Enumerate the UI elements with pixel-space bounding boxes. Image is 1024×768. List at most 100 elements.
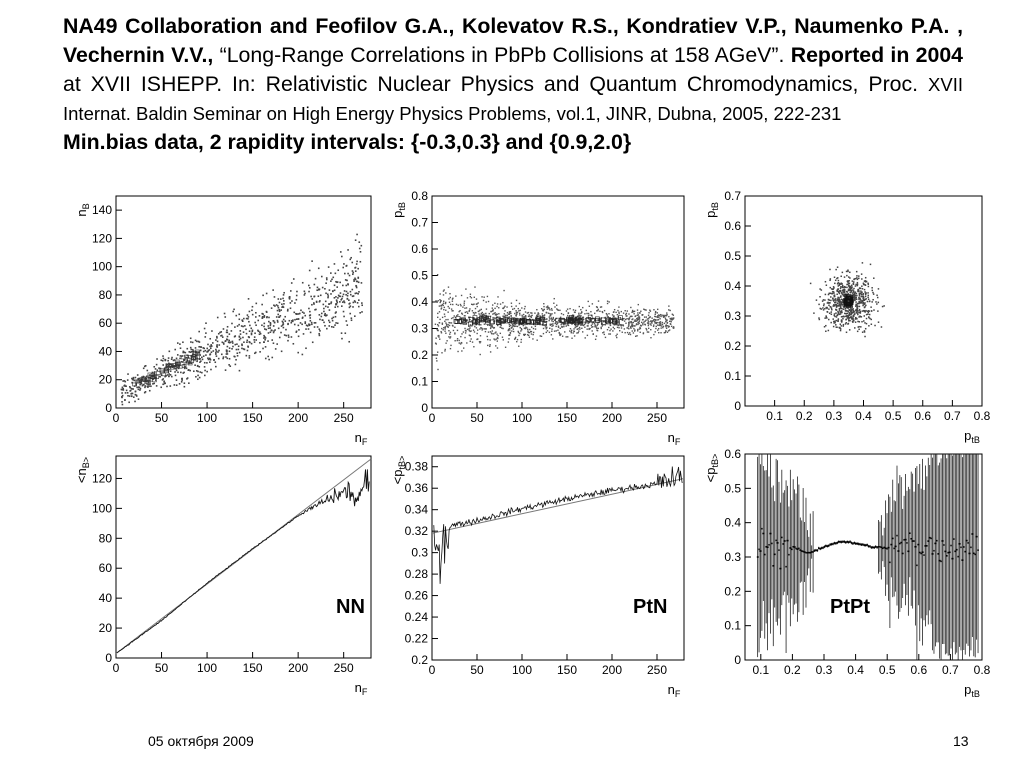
data-point bbox=[331, 290, 334, 293]
data-point bbox=[349, 302, 351, 305]
data-point bbox=[841, 299, 844, 302]
data-point bbox=[320, 315, 323, 318]
data-point bbox=[280, 325, 283, 327]
data-point bbox=[489, 339, 491, 341]
data-point bbox=[832, 291, 835, 293]
data-point bbox=[210, 351, 213, 354]
data-point bbox=[353, 278, 355, 281]
data-point bbox=[858, 316, 860, 318]
data-point bbox=[215, 355, 218, 357]
data-point bbox=[258, 314, 261, 317]
data-box bbox=[455, 316, 461, 321]
data-point bbox=[527, 330, 529, 332]
data-point bbox=[628, 323, 630, 325]
data-point bbox=[977, 549, 979, 551]
data-point bbox=[242, 331, 245, 333]
data-point bbox=[606, 313, 608, 316]
data-point bbox=[924, 545, 927, 547]
data-point bbox=[503, 289, 505, 292]
data-point bbox=[556, 320, 558, 323]
data-point bbox=[277, 298, 280, 300]
data-point bbox=[254, 321, 256, 324]
data-point bbox=[254, 352, 256, 355]
data-point bbox=[853, 298, 856, 300]
data-point bbox=[597, 318, 599, 321]
data-point bbox=[632, 318, 634, 320]
data-point bbox=[443, 308, 445, 311]
data-point bbox=[831, 292, 833, 295]
data-point bbox=[354, 239, 357, 241]
data-point bbox=[557, 325, 560, 327]
data-point bbox=[470, 297, 473, 299]
data-point bbox=[480, 312, 482, 315]
data-point bbox=[297, 335, 300, 338]
data-box bbox=[152, 378, 157, 383]
data-point bbox=[642, 332, 645, 334]
data-point bbox=[815, 549, 817, 552]
data-point bbox=[880, 546, 883, 549]
data-point bbox=[504, 346, 507, 348]
data-point bbox=[844, 286, 847, 288]
data-point bbox=[655, 321, 657, 324]
data-point bbox=[436, 328, 438, 330]
data-point bbox=[526, 327, 528, 329]
data-point bbox=[558, 331, 560, 334]
data-point bbox=[877, 301, 880, 304]
data-point bbox=[769, 532, 772, 535]
data-point bbox=[474, 325, 476, 328]
data-point bbox=[457, 304, 459, 306]
data-point bbox=[672, 327, 675, 329]
data-point bbox=[355, 292, 358, 294]
data-point bbox=[234, 343, 237, 346]
data-point bbox=[230, 330, 233, 332]
x-axis-label: ptB bbox=[964, 428, 980, 445]
data-point bbox=[444, 350, 446, 352]
x-tick-label: 250 bbox=[647, 663, 667, 677]
data-point bbox=[823, 326, 826, 328]
data-point bbox=[462, 306, 464, 308]
data-point bbox=[503, 315, 506, 318]
data-point bbox=[291, 320, 294, 323]
data-point bbox=[481, 329, 483, 331]
data-point bbox=[855, 270, 858, 273]
data-point bbox=[595, 326, 598, 328]
data-point bbox=[649, 323, 652, 325]
data-point bbox=[528, 331, 531, 334]
data-point bbox=[515, 299, 518, 302]
data-point bbox=[594, 324, 597, 326]
data-point bbox=[437, 312, 439, 315]
data-point bbox=[560, 312, 563, 315]
data-point bbox=[557, 309, 560, 311]
data-point bbox=[863, 320, 865, 322]
data-point bbox=[841, 320, 843, 322]
data-point bbox=[867, 294, 870, 297]
data-point bbox=[515, 311, 518, 314]
data-point bbox=[866, 544, 868, 546]
data-point bbox=[562, 313, 565, 316]
data-point bbox=[471, 341, 474, 343]
data-point bbox=[186, 347, 189, 350]
data-point bbox=[245, 354, 248, 357]
data-point bbox=[239, 330, 242, 332]
data-point bbox=[192, 348, 194, 351]
data-point bbox=[328, 321, 331, 324]
data-point bbox=[596, 329, 599, 332]
data-point bbox=[132, 396, 135, 398]
data-point bbox=[485, 312, 487, 315]
data-point bbox=[469, 324, 472, 326]
data-point bbox=[543, 303, 545, 305]
data-point bbox=[853, 315, 855, 317]
data-point bbox=[442, 327, 445, 329]
data-point bbox=[836, 326, 838, 328]
data-point bbox=[629, 326, 632, 328]
data-point bbox=[553, 302, 555, 304]
data-point bbox=[491, 330, 494, 332]
data-point bbox=[647, 320, 649, 322]
data-point bbox=[570, 332, 573, 334]
data-point bbox=[156, 369, 159, 372]
data-point bbox=[628, 328, 630, 330]
data-point bbox=[657, 314, 660, 316]
data-point bbox=[616, 313, 619, 316]
data-point bbox=[171, 356, 173, 359]
data-point bbox=[832, 299, 834, 301]
